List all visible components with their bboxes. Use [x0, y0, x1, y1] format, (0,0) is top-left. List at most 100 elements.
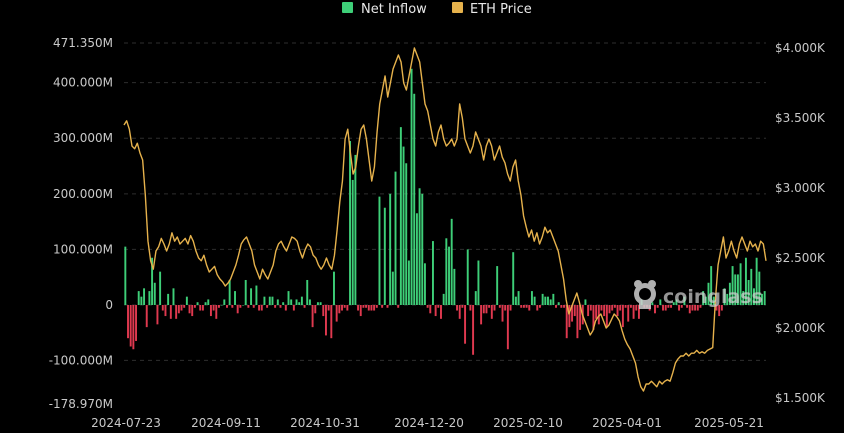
net-inflow-bar	[167, 293, 170, 305]
net-inflow-bar	[236, 305, 239, 314]
net-inflow-bar	[242, 305, 244, 306]
net-inflow-bar	[153, 282, 156, 305]
net-inflow-bar	[177, 305, 180, 314]
net-inflow-bar	[613, 305, 616, 308]
net-inflow-bar	[664, 305, 667, 311]
net-inflow-bar	[456, 305, 458, 311]
coinglass-logo-icon	[634, 280, 656, 309]
net-inflow-bar	[694, 305, 697, 311]
net-inflow-bar	[209, 305, 212, 317]
net-inflow-bar	[563, 305, 565, 308]
net-inflow-bar	[589, 305, 592, 311]
net-inflow-bar	[525, 305, 528, 308]
net-inflow-bar	[370, 305, 373, 311]
net-inflow-bar	[637, 305, 640, 319]
net-inflow-bar	[137, 291, 140, 305]
net-inflow-bar	[667, 305, 670, 308]
net-inflow-bar	[234, 291, 236, 305]
net-inflow-bar	[129, 305, 132, 347]
legend-item-net-inflow[interactable]: Net Inflow	[342, 2, 427, 17]
net-inflow-bar	[750, 268, 753, 305]
left-axis: 471.350M 400.000M 300.000M 200.000M 100.000M…	[49, 36, 113, 411]
net-inflow-bar	[287, 291, 290, 305]
net-inflow-bar	[228, 279, 231, 305]
net-inflow-bar	[223, 299, 226, 305]
net-inflow-bar	[140, 296, 143, 305]
net-inflow-bar	[274, 305, 277, 308]
net-inflow-bar	[474, 291, 477, 305]
net-inflow-bar	[587, 305, 590, 317]
net-inflow-bar	[450, 218, 453, 305]
net-inflow-bar	[712, 296, 715, 305]
net-inflow-bar	[514, 296, 517, 305]
x-axis-tick-label: 2024-12-20	[394, 416, 464, 430]
net-inflow-bar	[239, 305, 242, 308]
net-inflow-bar	[533, 296, 536, 305]
net-inflow-bar	[522, 305, 525, 308]
net-inflow-bar	[458, 305, 461, 319]
net-inflow-bar	[263, 296, 266, 305]
net-inflow-bar	[432, 241, 434, 305]
right-axis-tick-label: $4.000K	[775, 41, 826, 55]
net-inflow-bar	[258, 305, 261, 311]
net-inflow-bar	[448, 246, 450, 305]
net-inflow-bar	[691, 305, 694, 311]
net-inflow-bar	[415, 213, 418, 305]
net-inflow-bar	[747, 279, 750, 305]
net-inflow-bar	[506, 305, 509, 350]
net-inflow-bar	[624, 305, 627, 308]
net-inflow-bar	[576, 305, 579, 339]
net-inflow-bar	[231, 305, 234, 308]
net-inflow-bar	[145, 305, 148, 328]
net-inflow-bar	[226, 305, 228, 308]
net-inflow-bar	[549, 299, 552, 305]
net-inflow-bar	[220, 305, 223, 306]
net-inflow-bar	[744, 257, 747, 305]
legend-item-eth-price[interactable]: ETH Price	[452, 2, 532, 17]
net-inflow-bar	[600, 305, 603, 311]
net-inflow-bar	[359, 305, 362, 317]
x-axis-tick-label: 2024-07-23	[91, 416, 161, 430]
net-inflow-bar	[758, 271, 761, 305]
net-inflow-bar	[509, 305, 512, 311]
net-inflow-bar	[308, 299, 311, 305]
net-inflow-bar	[688, 305, 691, 314]
net-inflow-bar	[151, 257, 154, 305]
net-inflow-bar	[498, 305, 501, 308]
net-inflow-bar	[699, 305, 702, 308]
x-axis: 2024-07-23 2024-09-11 2024-10-31 2024-12-20…	[91, 416, 764, 430]
net-inflow-bar	[314, 305, 317, 314]
net-inflow-bar	[373, 305, 376, 311]
net-inflow-bar	[662, 305, 664, 311]
net-inflow-bar	[742, 291, 745, 305]
x-axis-tick-label: 2025-04-01	[592, 416, 662, 430]
net-inflow-bar	[407, 260, 410, 305]
left-axis-tick-label: 100.000M	[53, 242, 113, 256]
net-inflow-bar	[397, 305, 400, 308]
net-inflow-bar	[260, 305, 263, 311]
left-axis-tick-label: -100.000M	[49, 353, 113, 367]
net-inflow-bar	[311, 305, 314, 328]
net-inflow-bar	[595, 305, 598, 319]
net-inflow-bar	[453, 268, 456, 305]
right-axis-tick-label: $2.500K	[775, 251, 826, 265]
left-axis-tick-label: 471.350M	[53, 36, 113, 50]
net-inflow-bar	[266, 305, 269, 308]
net-inflow-bar	[490, 305, 493, 319]
net-inflow-bar	[161, 305, 164, 311]
net-inflow-bar	[611, 305, 614, 311]
net-inflow-bar	[605, 305, 608, 328]
net-inflow-bar	[683, 296, 686, 305]
net-inflow-bar	[405, 163, 408, 305]
net-inflow-bar	[560, 305, 563, 308]
net-inflow-bar	[544, 296, 547, 305]
legend-swatch-eth-price	[452, 2, 463, 13]
net-inflow-bar	[204, 302, 207, 305]
net-inflow-bar	[704, 296, 707, 305]
net-inflow-bar	[541, 293, 544, 305]
net-inflow-bar	[734, 274, 737, 305]
net-inflow-bar	[175, 305, 178, 319]
legend-swatch-net-inflow	[342, 2, 353, 13]
net-inflow-bar	[252, 305, 255, 308]
net-inflow-bar	[603, 305, 606, 317]
